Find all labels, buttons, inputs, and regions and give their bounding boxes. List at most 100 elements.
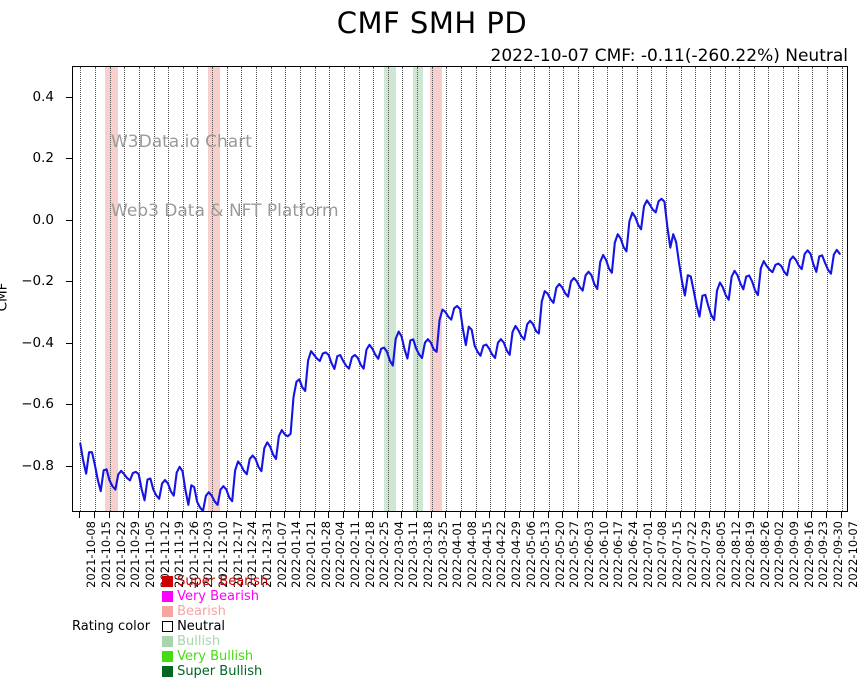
x-tick-label: 2022-06-24: [626, 521, 641, 588]
x-tick-label: 2022-08-26: [757, 521, 772, 588]
legend-item-bullish[interactable]: Bullish: [162, 634, 268, 649]
x-tick-mark: [255, 512, 257, 518]
gridline: [841, 67, 843, 511]
gridline: [226, 67, 228, 511]
y-tick-label: −0.2: [21, 273, 54, 290]
legend-item-very-bearish[interactable]: Very Bearish: [162, 589, 268, 604]
legend-label: Bullish: [177, 633, 221, 649]
x-tick-mark: [460, 512, 461, 518]
x-tick-mark: [430, 512, 432, 518]
legend-swatch-icon: [162, 650, 174, 662]
x-tick-label: 2021-10-15: [98, 521, 113, 588]
legend-label: Neutral: [177, 618, 226, 634]
legend-swatch-icon: [162, 635, 174, 647]
x-tick-mark: [137, 512, 139, 518]
x-axis: 2021-10-08 2021-10-15 2021-10-22 2021-10-29…: [0, 512, 864, 612]
x-tick-label: 2021-11-05: [142, 521, 157, 588]
gridline: [636, 67, 638, 511]
page-title: CMF SMH PD: [336, 6, 528, 40]
y-tick-mark: [66, 342, 72, 344]
x-tick-mark: [357, 512, 359, 518]
x-tick-mark: [796, 512, 798, 518]
x-tick-mark: [474, 512, 476, 518]
x-tick-mark: [372, 512, 374, 518]
x-tick-mark: [577, 512, 579, 518]
gridline: [431, 67, 433, 511]
chart-page: CMF SMH PD 2022-10-07 CMF: -0.11(-260.22…: [0, 6, 864, 679]
y-tick-label: −0.8: [21, 457, 54, 474]
x-tick-label: 2022-04-22: [494, 521, 509, 588]
x-tick-mark: [840, 512, 842, 518]
x-tick-label: 2022-06-10: [596, 521, 611, 588]
legend-title: Rating color: [72, 618, 151, 634]
x-tick-label: 2022-07-08: [655, 521, 670, 588]
gridline: [182, 67, 184, 511]
gridline: [138, 67, 140, 511]
x-tick-label: 2022-09-16: [801, 521, 816, 588]
legend-item-very-bullish[interactable]: Very Bullish: [162, 649, 268, 664]
gridline: [768, 67, 770, 511]
x-tick-mark: [401, 512, 403, 518]
gridline: [358, 67, 360, 511]
y-tick-label: 0.2: [32, 150, 54, 167]
x-tick-label: 2022-01-28: [318, 521, 333, 588]
gridline: [622, 67, 624, 511]
x-tick-mark: [650, 512, 652, 518]
x-tick-label: 2022-05-06: [523, 521, 538, 588]
y-tick-label: 0.0: [32, 211, 54, 228]
gridline: [680, 67, 682, 511]
x-tick-label: 2022-07-22: [684, 521, 699, 588]
x-tick-mark: [738, 512, 740, 518]
legend-item-bearish[interactable]: Bearish: [162, 604, 268, 619]
x-tick-mark: [503, 512, 505, 518]
legend-swatch-icon: [162, 620, 174, 632]
legend-items: Super Bearish Very Bearish Bearish Neutral B…: [162, 574, 277, 679]
y-tick-label: 0.4: [32, 88, 54, 105]
gridline: [124, 67, 126, 511]
gridline: [299, 67, 301, 511]
x-tick-mark: [621, 512, 623, 518]
y-tick-label: −0.6: [21, 396, 54, 413]
x-tick-label: 2022-04-08: [465, 521, 479, 588]
gridline: [797, 67, 799, 511]
x-tick-label: 2022-03-11: [406, 521, 421, 588]
gridline: [446, 67, 448, 511]
rating-band-bearish: [207, 67, 221, 511]
gridline: [827, 67, 829, 511]
x-tick-label: 2022-05-13: [538, 521, 553, 588]
legend: Rating color Super Bearish Very Bearish Be…: [72, 574, 277, 679]
legend-item-super-bearish[interactable]: Super Bearish: [162, 574, 268, 589]
gridline: [153, 67, 155, 511]
x-tick-label: 2022-05-27: [567, 521, 582, 588]
gridline: [387, 67, 389, 511]
gridline: [329, 67, 331, 511]
x-tick-mark: [811, 512, 813, 518]
legend-item-neutral[interactable]: Neutral: [162, 619, 268, 634]
gridline: [402, 67, 404, 511]
legend-item-super-bullish[interactable]: Super Bullish: [162, 664, 268, 679]
x-tick-mark: [518, 512, 520, 518]
x-tick-label: 2022-08-12: [728, 521, 743, 588]
x-tick-label: 2022-09-23: [816, 521, 831, 588]
gridline: [534, 67, 536, 511]
x-tick-label: 2022-02-11: [347, 521, 362, 588]
x-tick-mark: [269, 512, 271, 518]
legend-label: Super Bearish: [177, 573, 269, 589]
gridline: [739, 67, 741, 511]
gridline: [212, 67, 214, 511]
y-tick-mark: [66, 158, 72, 160]
x-tick-mark: [284, 512, 286, 518]
gridline: [461, 67, 462, 511]
x-tick-mark: [167, 512, 169, 518]
x-tick-mark: [342, 512, 344, 518]
x-tick-label: 2022-09-30: [831, 521, 846, 588]
gridline: [373, 67, 375, 511]
gridline: [607, 67, 609, 511]
x-tick-mark: [767, 512, 769, 518]
x-tick-label: 2022-03-04: [391, 521, 406, 588]
x-tick-mark: [489, 512, 491, 518]
x-tick-mark: [240, 512, 242, 518]
x-tick-mark: [386, 512, 388, 518]
gridline: [709, 67, 711, 511]
x-tick-mark: [708, 512, 710, 518]
